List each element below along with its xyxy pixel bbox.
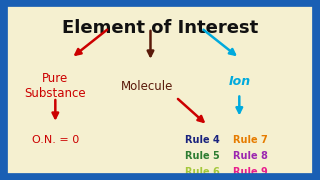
Text: Ion: Ion: [228, 75, 250, 88]
Text: Rule 4: Rule 4: [186, 135, 220, 145]
Text: Rule 5: Rule 5: [186, 151, 220, 161]
Text: Rule 9: Rule 9: [233, 166, 268, 177]
Text: Molecule: Molecule: [121, 80, 173, 93]
Text: Rule 6: Rule 6: [186, 166, 220, 177]
Text: Element of Interest: Element of Interest: [62, 19, 258, 37]
Text: O.N. = 0: O.N. = 0: [32, 135, 79, 145]
Text: Rule 8: Rule 8: [233, 151, 268, 161]
Text: Rule 7: Rule 7: [233, 135, 268, 145]
Text: Pure
Substance: Pure Substance: [25, 73, 86, 100]
